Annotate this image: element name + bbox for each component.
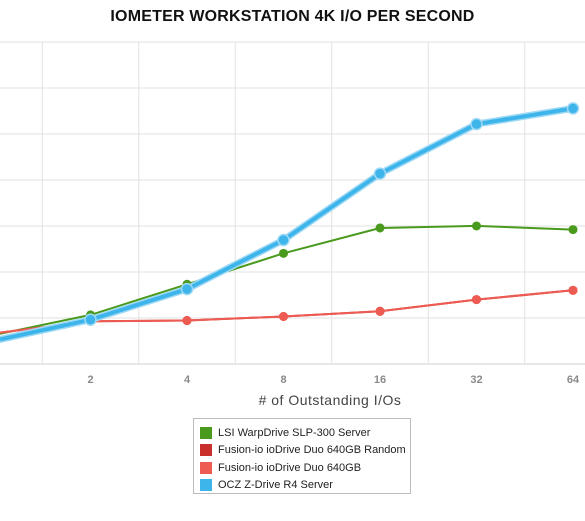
series-3: [0, 285, 578, 334]
x-tick-label: 2: [87, 374, 93, 386]
data-point: [180, 282, 194, 296]
data-point: [277, 233, 290, 247]
data-point: [566, 102, 580, 115]
x-axis-title: # of Outstanding I/Os: [259, 392, 402, 408]
series-line: [0, 289, 574, 334]
legend-item: LSI WarpDrive SLP-300 Server: [200, 424, 404, 442]
series-line: [0, 289, 574, 334]
data-point: [472, 295, 481, 305]
legend-item: OCZ Z-Drive R4 Server: [200, 477, 404, 495]
x-tick-labels: 2 4 8 16 32 64: [87, 374, 580, 386]
data-point: [373, 167, 387, 180]
chart-title: IOMETER WORKSTATION 4K I/O PER SECOND: [110, 8, 475, 25]
legend-label: LSI WarpDrive SLP-300 Server: [218, 426, 371, 439]
series-line-halo: [0, 104, 574, 343]
legend-swatch: [200, 479, 212, 492]
series-2: [0, 285, 578, 334]
data-point: [84, 313, 97, 326]
legend-swatch: [200, 444, 212, 457]
x-tick-label: 4: [184, 374, 191, 386]
x-tick-label: 16: [374, 374, 386, 386]
legend-label: Fusion-io ioDrive Duo 640GB: [218, 461, 362, 474]
legend-swatch: [200, 426, 212, 439]
data-point: [568, 225, 578, 235]
legend-item: Fusion-io ioDrive Duo 640GB Random: [200, 442, 406, 460]
data-point: [182, 316, 192, 326]
legend: LSI WarpDrive SLP-300 Server Fusion-io io…: [193, 418, 411, 494]
series-line: [0, 106, 574, 342]
x-tick-label: 8: [280, 374, 286, 386]
data-point: [472, 221, 481, 231]
x-tick-label: 64: [567, 374, 580, 386]
data-point: [375, 306, 385, 316]
legend-item: Fusion-io ioDrive Duo 640GB: [200, 459, 404, 477]
gridlines: [0, 41, 585, 365]
legend-label: Fusion-io ioDrive Duo 640GB Random: [218, 444, 406, 457]
data-point: [568, 285, 578, 295]
series-lines: [0, 102, 580, 343]
data-point: [279, 248, 288, 258]
legend-swatch: [200, 461, 212, 474]
series-4: [0, 102, 580, 343]
data-point: [375, 223, 385, 233]
x-tick-label: 32: [470, 374, 482, 386]
data-point: [279, 312, 288, 322]
data-point: [470, 117, 483, 131]
legend-label: OCZ Z-Drive R4 Server: [218, 479, 333, 492]
